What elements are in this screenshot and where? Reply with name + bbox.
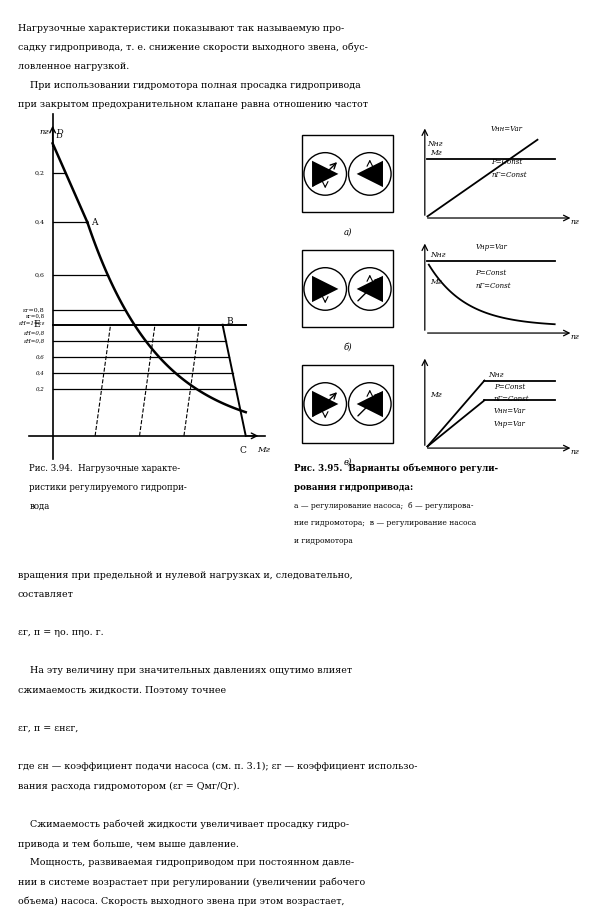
Text: Nнг: Nнг bbox=[430, 251, 446, 259]
Text: nг: nг bbox=[571, 218, 580, 226]
Bar bbox=[302, 365, 393, 443]
Text: nг: nг bbox=[571, 333, 580, 341]
Polygon shape bbox=[356, 161, 383, 187]
Text: 0,2: 0,2 bbox=[36, 386, 45, 392]
Text: Сжимаемость рабочей жидкости увеличивает просадку гидро-: Сжимаемость рабочей жидкости увеличивает… bbox=[18, 820, 349, 829]
Text: 0,2: 0,2 bbox=[35, 170, 45, 175]
Text: рования гидропривода:: рования гидропривода: bbox=[294, 483, 413, 492]
Text: E: E bbox=[34, 320, 40, 330]
Text: P=Const: P=Const bbox=[475, 269, 507, 278]
Text: nГ=Const: nГ=Const bbox=[491, 171, 527, 179]
Text: εН=1=εг: εН=1=εг bbox=[19, 320, 45, 326]
Text: Nнг: Nнг bbox=[428, 140, 443, 148]
Text: nГ=Const: nГ=Const bbox=[494, 395, 530, 404]
Text: D: D bbox=[55, 132, 62, 141]
Text: ловленное нагрузкой.: ловленное нагрузкой. bbox=[18, 62, 129, 71]
Text: нии в системе возрастает при регулировании (увеличении рабочего: нии в системе возрастает при регулирован… bbox=[18, 877, 365, 887]
Text: Mг: Mг bbox=[430, 278, 442, 286]
Text: 0,6: 0,6 bbox=[36, 354, 45, 360]
Text: вода: вода bbox=[29, 502, 49, 511]
Polygon shape bbox=[312, 161, 339, 187]
Text: A: A bbox=[91, 218, 98, 226]
Text: εН=0,8: εН=0,8 bbox=[24, 331, 45, 335]
Text: P=Const: P=Const bbox=[491, 159, 522, 166]
Text: D: D bbox=[57, 128, 63, 136]
Text: в): в) bbox=[343, 457, 352, 467]
Text: nг: nг bbox=[571, 448, 580, 456]
Text: Vнр=Var: Vнр=Var bbox=[494, 420, 525, 428]
Text: εг=0,8: εг=0,8 bbox=[26, 314, 45, 319]
Text: при закрытом предохранительном клапане равна отношению частот: при закрытом предохранительном клапане р… bbox=[18, 100, 368, 110]
Text: и гидромотора: и гидромотора bbox=[294, 537, 353, 545]
Polygon shape bbox=[356, 276, 383, 302]
Text: ристики регулируемого гидропри-: ристики регулируемого гидропри- bbox=[29, 483, 187, 492]
Text: привода и тем больше, чем выше давление.: привода и тем больше, чем выше давление. bbox=[18, 839, 239, 848]
Text: объема) насоса. Скорость выходного звена при этом возрастает,: объема) насоса. Скорость выходного звена… bbox=[18, 897, 344, 906]
Text: вращения при предельной и нулевой нагрузках и, следовательно,: вращения при предельной и нулевой нагруз… bbox=[18, 571, 352, 580]
Bar bbox=[302, 135, 393, 213]
Text: сжимаемость жидкости. Поэтому точнее: сжимаемость жидкости. Поэтому точнее bbox=[18, 686, 226, 695]
Polygon shape bbox=[312, 276, 339, 302]
Text: B: B bbox=[226, 318, 233, 326]
Text: nГ=Const: nГ=Const bbox=[475, 282, 511, 289]
Text: садку гидропривода, т. е. снижение скорости выходного звена, обус-: садку гидропривода, т. е. снижение скоро… bbox=[18, 43, 368, 52]
Text: На эту величину при значительных давлениях ощутимо влияет: На эту величину при значительных давлени… bbox=[18, 666, 352, 676]
Text: 0,4: 0,4 bbox=[35, 220, 45, 225]
Text: составляет: составляет bbox=[18, 590, 74, 599]
Text: ние гидромотора;  в — регулирование насоса: ние гидромотора; в — регулирование насос… bbox=[294, 519, 477, 528]
Text: εг, п = ηо. пηо. г.: εг, п = ηо. пηо. г. bbox=[18, 628, 103, 637]
Text: б): б) bbox=[343, 342, 352, 352]
Text: C: C bbox=[240, 446, 247, 455]
Text: Vнн=Var: Vнн=Var bbox=[494, 407, 526, 415]
Text: Vнн=Var: Vнн=Var bbox=[491, 125, 523, 133]
Text: Mг: Mг bbox=[430, 150, 442, 157]
Text: nг: nг bbox=[39, 128, 49, 136]
Bar bbox=[302, 250, 393, 328]
Text: Рис. 3.94.  Нагрузочные характе-: Рис. 3.94. Нагрузочные характе- bbox=[29, 464, 181, 473]
Text: Нагрузочные характеристики показывают так называемую про-: Нагрузочные характеристики показывают та… bbox=[18, 24, 344, 33]
Text: Mг: Mг bbox=[430, 391, 442, 399]
Text: Mг: Mг bbox=[257, 446, 270, 455]
Polygon shape bbox=[312, 391, 339, 417]
Text: Nнг: Nнг bbox=[488, 372, 504, 379]
Polygon shape bbox=[356, 391, 383, 417]
Text: εН=0,8: εН=0,8 bbox=[24, 339, 45, 343]
Text: εг, п = εнεг,: εг, п = εнεг, bbox=[18, 724, 78, 733]
Text: P=Const: P=Const bbox=[494, 383, 525, 391]
Text: 0,6: 0,6 bbox=[35, 272, 45, 278]
Text: D: D bbox=[39, 446, 46, 455]
Text: Vнр=Var: Vнр=Var bbox=[475, 243, 507, 251]
Text: а): а) bbox=[343, 227, 352, 236]
Text: Мощность, развиваемая гидроприводом при постоянном давле-: Мощность, развиваемая гидроприводом при … bbox=[18, 858, 354, 867]
Text: При использовании гидромотора полная просадка гидропривода: При использовании гидромотора полная про… bbox=[18, 81, 360, 90]
Text: а — регулирование насоса;  б — регулирова-: а — регулирование насоса; б — регулирова… bbox=[294, 502, 474, 510]
Text: εг=0,8: εг=0,8 bbox=[23, 308, 45, 312]
Text: где εн — коэффициент подачи насоса (см. п. 3.1); εг — коэффициент использо-: где εн — коэффициент подачи насоса (см. … bbox=[18, 762, 417, 771]
Text: Рис. 3.95.  Варианты объемного регули-: Рис. 3.95. Варианты объемного регули- bbox=[294, 464, 499, 473]
Text: вания расхода гидромотором (εг = Qмг/Qг).: вания расхода гидромотором (εг = Qмг/Qг)… bbox=[18, 782, 239, 791]
Text: 0,4: 0,4 bbox=[36, 371, 45, 375]
